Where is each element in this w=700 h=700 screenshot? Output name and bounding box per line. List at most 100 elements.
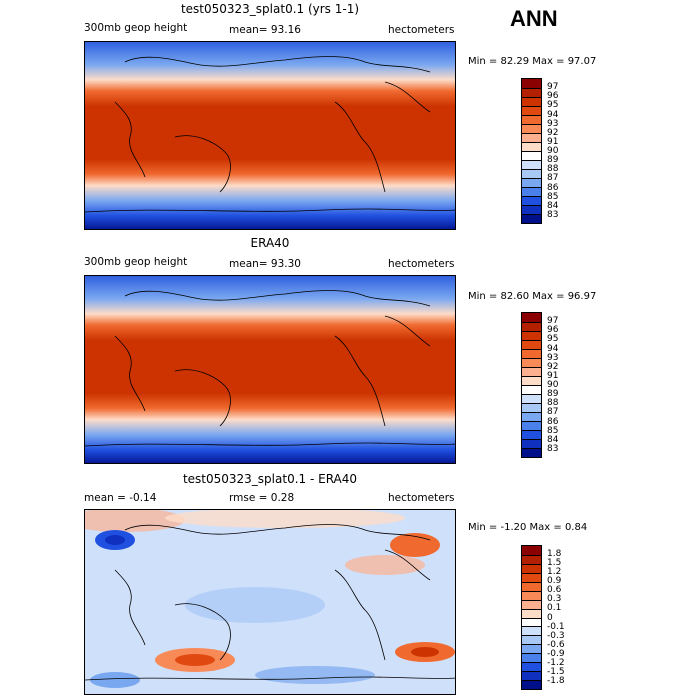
colorbar-swatch: [522, 106, 541, 115]
colorbar-tick-label: -0.1: [547, 621, 565, 632]
colorbar-swatch: [522, 653, 541, 663]
colorbar-swatch: [522, 214, 541, 223]
colorbar-tick-label: 90: [547, 146, 559, 156]
colorbar-swatch: [522, 617, 541, 627]
colorbar-tick-label: 1.8: [547, 549, 562, 560]
map-panel-diff: [84, 509, 456, 695]
colorbar-tick-label: 0: [547, 612, 553, 623]
panel-units-label-diff: hectometers: [388, 492, 455, 504]
colorbar-tick-label: 91: [547, 136, 559, 147]
colorbar-swatch: [522, 349, 541, 358]
panel-title-model: test050323_splat0.1 (yrs 1-1): [180, 2, 360, 16]
colorbar-tick-label: 91: [547, 370, 559, 381]
colorbar-swatch: [522, 97, 541, 106]
colorbar-tick-label: 90: [547, 380, 559, 390]
colorbar-diff: [521, 545, 542, 690]
colorbar-model: [521, 78, 542, 224]
colorbar-tick-label: -0.3: [547, 630, 565, 641]
map-diff-svg: [85, 510, 455, 694]
colorbar-swatch: [522, 581, 541, 591]
colorbar-tick-label: -0.9: [547, 648, 565, 659]
panel-mean-label-obs: mean= 93.30: [229, 258, 301, 270]
colorbar-tick-label: 0.1: [547, 603, 562, 614]
colorbar-swatch: [522, 546, 541, 555]
colorbar-tick-label: 95: [547, 100, 559, 111]
panel-minmax-obs: Min = 82.60 Max = 96.97: [468, 291, 597, 302]
coastlines-diff: [85, 524, 455, 681]
panel-minmax-model: Min = 82.29 Max = 97.07: [468, 56, 597, 67]
colorbar-swatch: [522, 590, 541, 600]
colorbar-swatch: [522, 599, 541, 609]
colorbar-swatch: [522, 608, 541, 618]
colorbar-tick-label: -0.6: [547, 639, 565, 650]
colorbar-tick-label: 83: [547, 209, 559, 220]
colorbar-swatch: [522, 448, 541, 457]
season-label: ANN: [510, 6, 558, 31]
colorbar-swatch: [522, 563, 541, 573]
colorbar-swatch: [522, 394, 541, 403]
colorbar-swatch: [522, 340, 541, 349]
colorbar-tick-label: 94: [547, 343, 559, 354]
colorbar-swatch: [522, 160, 541, 169]
colorbar-swatch: [522, 662, 541, 672]
colorbar-swatch: [522, 331, 541, 340]
colorbar-tick-label: 88: [547, 164, 559, 175]
colorbar-swatch: [522, 385, 541, 394]
colorbar-swatch: [522, 635, 541, 645]
colorbar-tick-label: 84: [547, 200, 559, 211]
panel-mean-label-model: mean= 93.16: [229, 24, 301, 36]
colorbar-tick-label: 0.3: [547, 594, 562, 605]
colorbar-tick-label: 96: [547, 91, 559, 102]
colorbar-tick-label: 92: [547, 127, 559, 138]
colorbar-tick-label: -1.2: [547, 657, 565, 668]
panel-units-label-obs: hectometers: [388, 258, 455, 270]
map-obs-svg: [85, 276, 455, 463]
colorbar-swatch: [522, 421, 541, 430]
colorbar-tick-label: 87: [547, 173, 559, 184]
colorbar-swatch: [522, 367, 541, 376]
colorbar-tick-label: 97: [547, 82, 559, 93]
colorbar-tick-label: 89: [547, 389, 559, 400]
colorbar-tick-label: 86: [547, 182, 559, 193]
colorbar-tick-label: 1.2: [547, 567, 562, 578]
panel-minmax-diff: Min = -1.20 Max = 0.84: [468, 522, 588, 533]
colorbar-tick-label: 83: [547, 443, 559, 454]
panel-left-label-model: 300mb geop height: [84, 22, 188, 34]
colorbar-swatch: [522, 322, 541, 331]
colorbar-swatch: [522, 178, 541, 187]
colorbar-tick-label: -1.8: [547, 675, 565, 686]
colorbar-tick-label: 92: [547, 361, 559, 372]
panel-units-label-model: hectometers: [388, 24, 455, 36]
colorbar-obs: [521, 312, 542, 458]
colorbar-tick-label: 1.5: [547, 558, 562, 569]
colorbar-swatch: [522, 79, 541, 88]
colorbar-swatch: [522, 671, 541, 681]
panel-left-label-obs: 300mb geop height: [84, 256, 188, 268]
colorbar-tick-label: 96: [547, 325, 559, 336]
colorbar-swatch: [522, 626, 541, 636]
colorbar-swatch: [522, 88, 541, 97]
colorbar-tick-label: 94: [547, 109, 559, 120]
colorbar-tick-label: 93: [547, 118, 559, 129]
map-panel-obs: [84, 275, 456, 464]
colorbar-swatch: [522, 115, 541, 124]
colorbar-tick-label: 87: [547, 407, 559, 418]
colorbar-tick-label: -1.5: [547, 666, 565, 677]
panel-title-obs: ERA40: [250, 236, 290, 250]
colorbar-swatch: [522, 680, 541, 689]
colorbar-swatch: [522, 142, 541, 151]
colorbar-swatch: [522, 313, 541, 322]
colorbar-tick-label: 85: [547, 191, 559, 202]
colorbar-swatch: [522, 151, 541, 160]
colorbar-tick-label: 93: [547, 352, 559, 363]
colorbar-swatch: [522, 169, 541, 178]
colorbar-swatch: [522, 124, 541, 133]
colorbar-swatch: [522, 430, 541, 439]
panel-title-diff: test050323_splat0.1 - ERA40: [182, 472, 358, 486]
colorbar-swatch: [522, 439, 541, 448]
colorbar-tick-label: 97: [547, 316, 559, 327]
colorbar-tick-label: 84: [547, 434, 559, 445]
colorbar-swatch: [522, 403, 541, 412]
colorbar-tick-label: 86: [547, 416, 559, 427]
colorbar-swatch: [522, 358, 541, 367]
